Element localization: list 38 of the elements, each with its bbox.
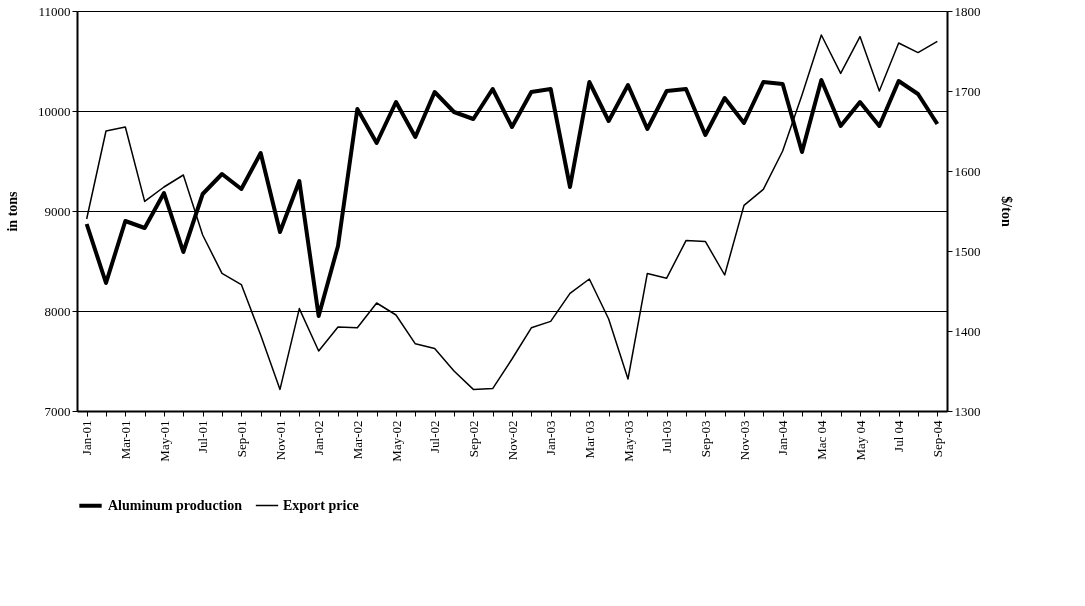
y-tick-label: 9000 (44, 203, 71, 219)
x-tick-label: Nov-01 (272, 420, 288, 461)
x-tick-label: Nov-03 (736, 420, 752, 461)
legend-label: Aluminum production (108, 497, 243, 513)
y-tick-label: 11000 (38, 3, 71, 19)
x-tick-label: Mar 03 (581, 420, 597, 459)
x-tick-label: Sep-02 (465, 420, 481, 458)
y-tick-label: 10000 (38, 103, 71, 119)
y2-tick-label: 1800 (954, 3, 981, 19)
x-tick-label: Jan-04 (775, 420, 791, 456)
x-tick-label: Jan-01 (79, 420, 95, 456)
x-tick-label: Mar-02 (349, 420, 365, 460)
x-tick-label: May-03 (620, 420, 636, 462)
x-tick-label: Sep-03 (697, 420, 713, 458)
y-axis-title: in tons (5, 190, 20, 232)
y-tick-label: 8000 (44, 303, 71, 319)
x-tick-label: Jul 04 (891, 420, 907, 452)
y2-tick-label: 1300 (954, 403, 981, 419)
x-tick-label: Jan-02 (311, 420, 327, 456)
x-tick-label: Sep-04 (929, 420, 945, 458)
x-tick-label: Sep-01 (233, 420, 249, 458)
legend-label: Export price (283, 497, 359, 513)
x-tick-label: May 04 (852, 420, 868, 461)
y2-tick-label: 1500 (954, 243, 981, 259)
x-tick-label: May-02 (388, 420, 404, 462)
x-tick-label: Mac 04 (813, 420, 829, 460)
x-tick-label: Mar-01 (117, 420, 133, 460)
x-tick-label: May-01 (156, 420, 172, 462)
x-tick-label: Jan-03 (543, 420, 559, 456)
x-tick-label: Jul-02 (427, 420, 443, 453)
y2-tick-label: 1700 (954, 83, 981, 99)
x-tick-label: Jul-03 (659, 420, 675, 453)
y2-axis-title: $/ton (998, 196, 1014, 227)
x-tick-label: Jul-01 (195, 420, 211, 453)
y2-tick-label: 1600 (954, 163, 981, 179)
y-tick-label: 7000 (44, 403, 71, 419)
x-tick-label: Nov-02 (504, 420, 520, 461)
y2-tick-label: 1400 (954, 323, 981, 339)
